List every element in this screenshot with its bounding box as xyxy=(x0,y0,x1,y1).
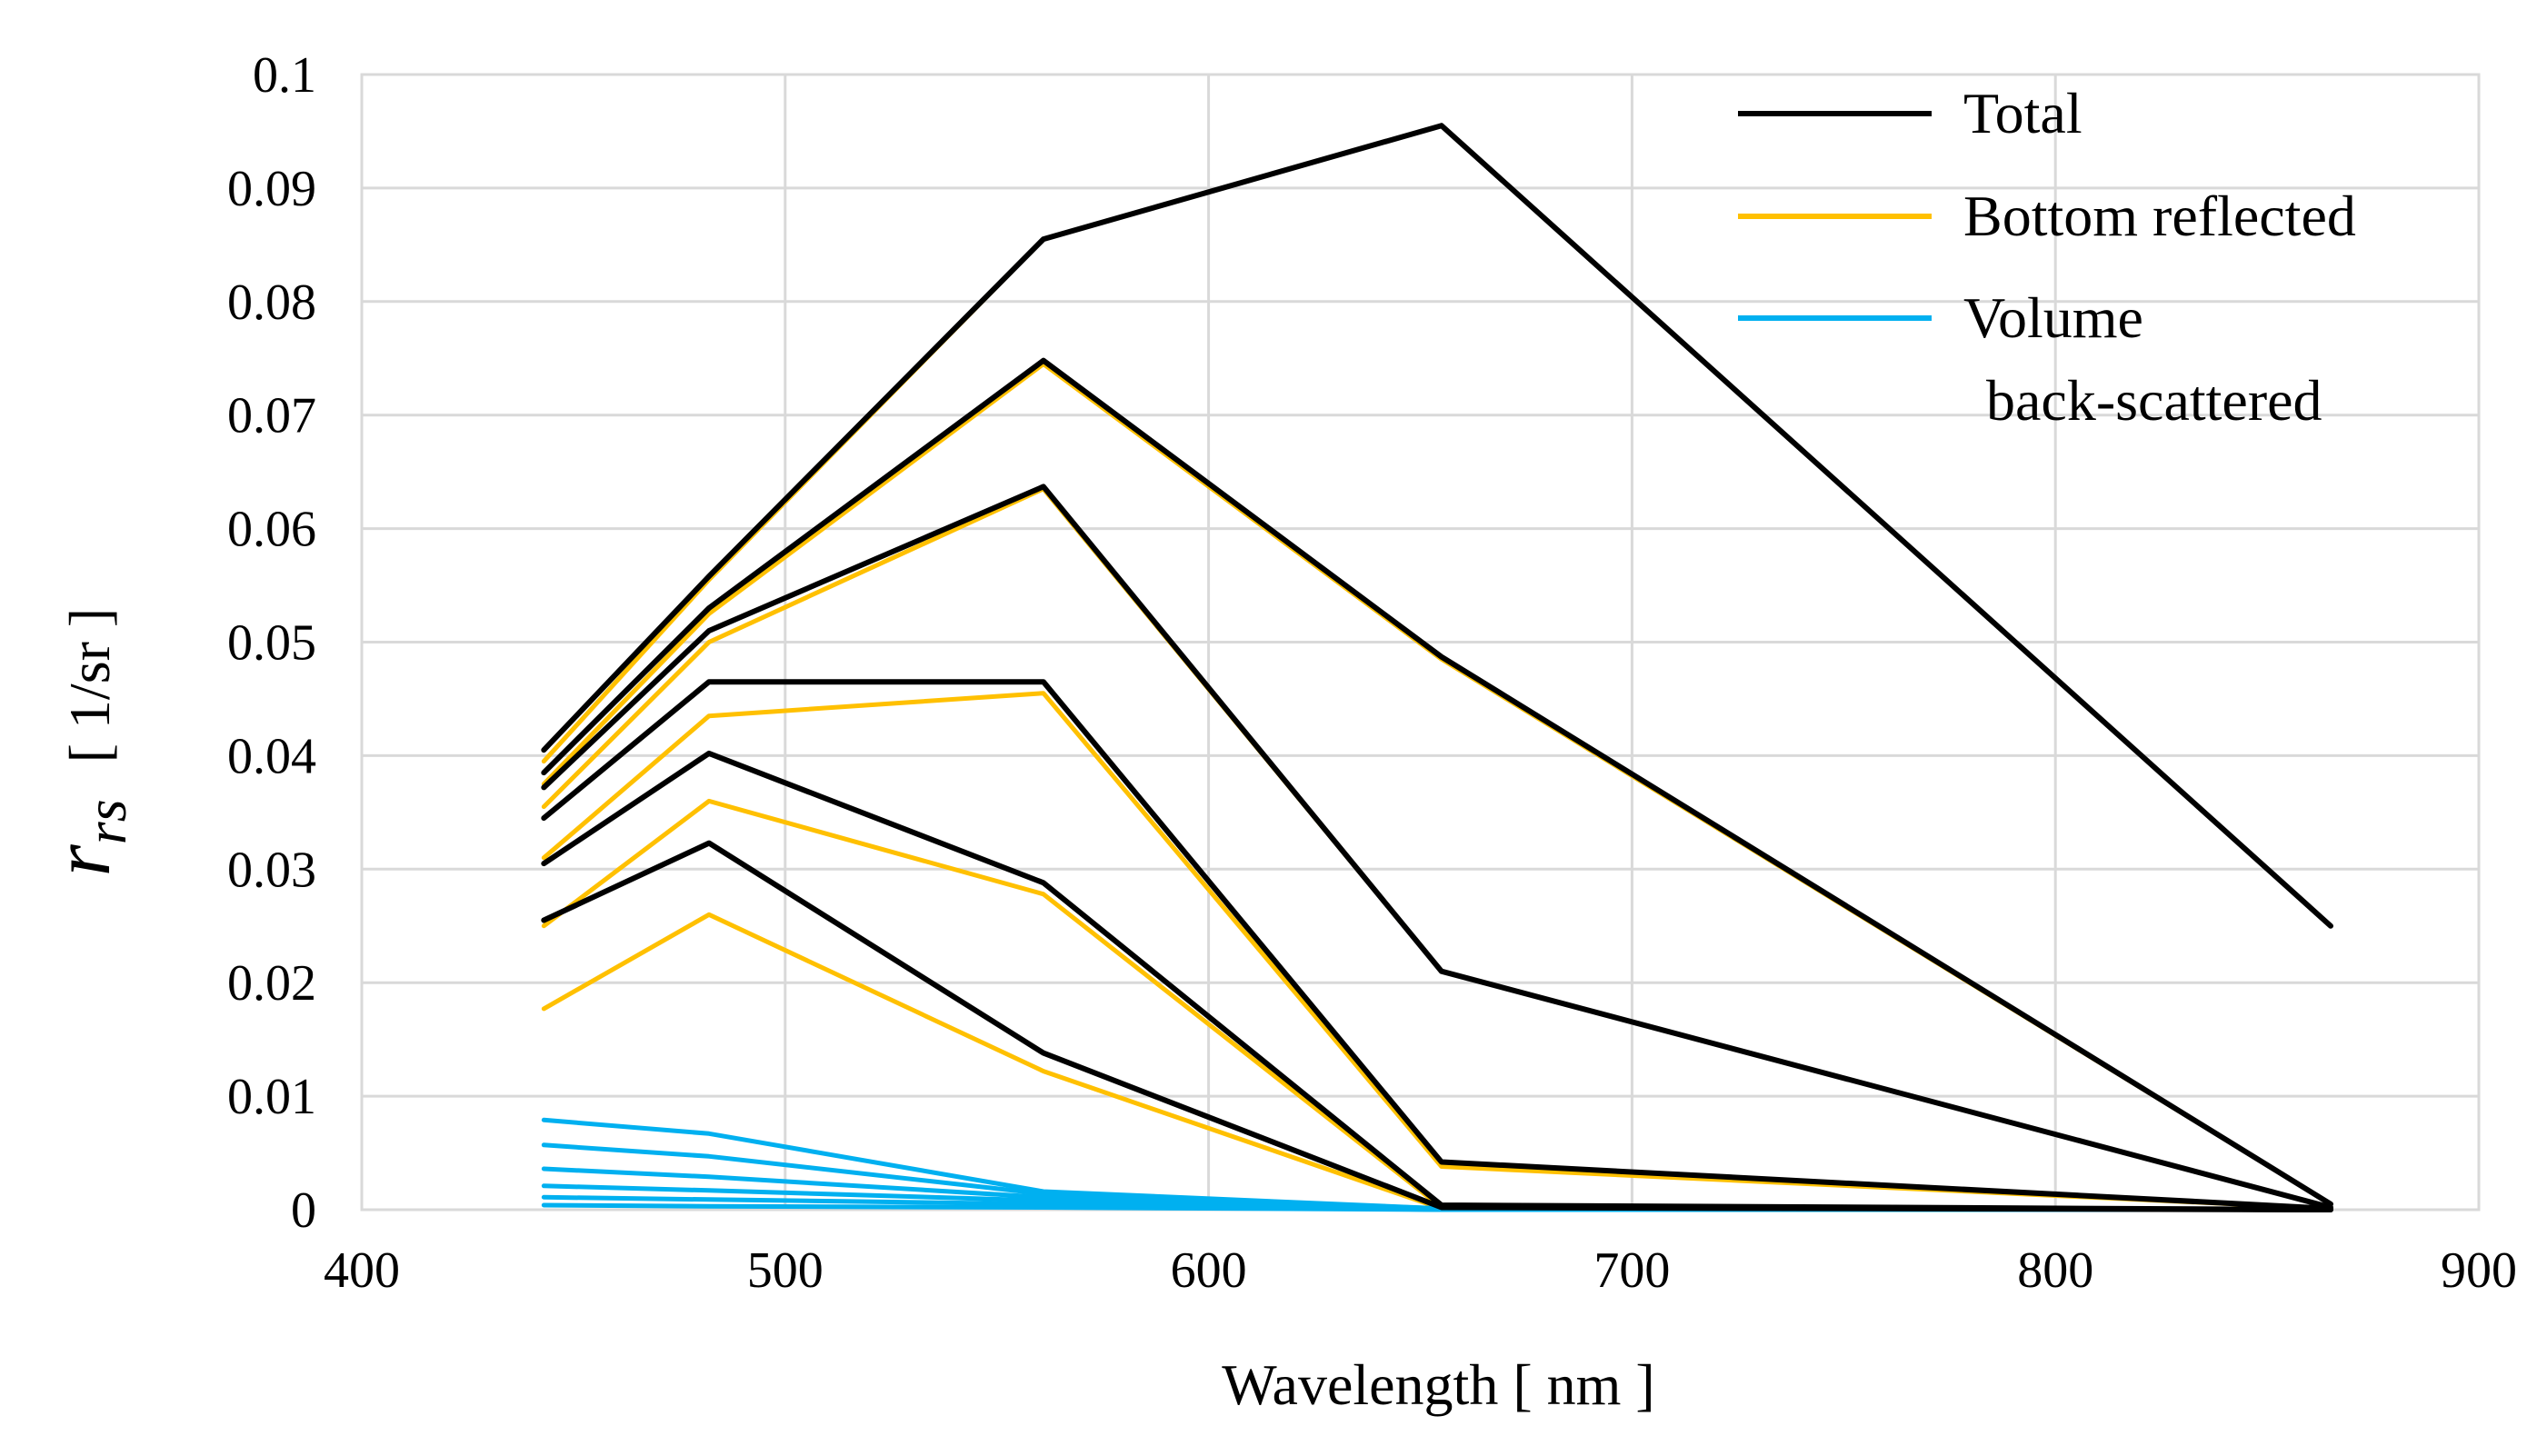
y-tick-label: 0.03 xyxy=(227,842,316,898)
series-line-total-17 xyxy=(541,840,2333,1212)
legend-label-total: Total xyxy=(1963,81,2083,145)
y-axis-tick-labels: 0 0.01 0.02 0.03 0.04 0.05 0.06 0.07 0.08 0.09 0.1 xyxy=(227,47,316,1239)
svg-text:rrs[ 1/sr ]: rrs [ 1/sr ] xyxy=(37,608,138,876)
series-line-bottom-3 xyxy=(541,691,2333,1212)
series-line-bottom-1 xyxy=(541,362,2333,1207)
y-tick-label: 0.09 xyxy=(227,161,316,217)
y-axis-title: rrs [ 1/sr ] xyxy=(37,608,138,876)
series-line-total-14 xyxy=(541,484,2333,1211)
x-tick-label: 600 xyxy=(1171,1242,1247,1299)
y-tick-label: 0.05 xyxy=(227,615,316,672)
y-tick-label: 0.08 xyxy=(227,274,316,331)
legend-label-volume: Volume xyxy=(1963,285,2143,350)
series-line-total-12 xyxy=(541,123,2333,929)
x-tick-label: 800 xyxy=(2017,1242,2093,1299)
y-tick-label: 0.1 xyxy=(253,47,316,104)
series-line-total-13 xyxy=(541,357,2333,1207)
series-line-bottom-5 xyxy=(541,912,2333,1212)
series-line-bottom-2 xyxy=(541,486,2333,1210)
series-lines xyxy=(541,123,2333,1212)
y-axis-symbol: r xyxy=(37,843,127,876)
x-axis-tick-labels: 400 500 600 700 800 900 xyxy=(324,1242,2517,1299)
series-line-bottom-4 xyxy=(541,798,2333,1212)
x-tick-label: 900 xyxy=(2441,1242,2517,1299)
legend: Total Bottom reflected Volume back-scatt… xyxy=(1738,81,2356,433)
series-line-total-15 xyxy=(541,679,2333,1212)
y-axis-unit: [ 1/sr ] xyxy=(57,608,122,763)
x-tick-label: 500 xyxy=(747,1242,824,1299)
y-tick-label: 0.06 xyxy=(227,502,316,558)
y-tick-label: 0 xyxy=(291,1182,316,1239)
x-tick-label: 700 xyxy=(1593,1242,1670,1299)
y-tick-label: 0.04 xyxy=(227,728,316,784)
y-tick-label: 0.02 xyxy=(227,955,316,1012)
y-tick-label: 0.07 xyxy=(227,388,316,444)
x-axis-title: Wavelength [ nm ] xyxy=(1222,1352,1654,1417)
legend-label-bottom-reflected: Bottom reflected xyxy=(1963,184,2356,248)
y-axis-subscript: rs xyxy=(74,799,138,844)
legend-label-back-scattered: back-scattered xyxy=(1986,368,2322,433)
y-tick-label: 0.01 xyxy=(227,1069,316,1125)
x-tick-label: 400 xyxy=(324,1242,400,1299)
